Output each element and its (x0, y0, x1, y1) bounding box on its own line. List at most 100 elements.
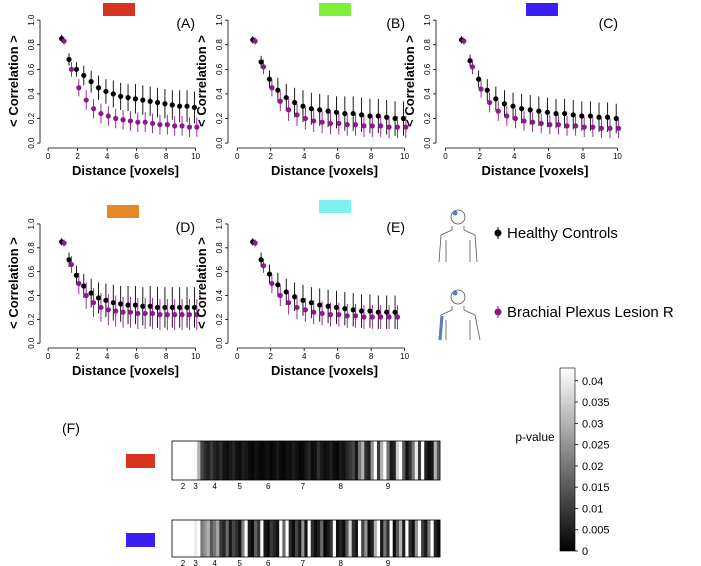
point (118, 93, 124, 99)
heat-cell (235, 520, 239, 557)
strip-frame (171, 440, 441, 481)
x-tick-label: 2 (75, 152, 80, 161)
heat-cell (417, 520, 422, 557)
heat-cell (424, 520, 428, 557)
point (467, 58, 473, 64)
y-tick-label: 1.0 (215, 218, 224, 230)
heat-cell (351, 520, 356, 557)
point (95, 85, 102, 91)
heat-cell (386, 520, 390, 557)
point (555, 122, 562, 128)
heat-cell (335, 520, 340, 557)
point (361, 123, 367, 129)
heat-cell (389, 520, 394, 557)
row-color-key (126, 533, 155, 547)
point (169, 102, 175, 108)
colorbar-tick-label: 0 (582, 546, 588, 558)
y-tick-label: 0.8 (215, 242, 224, 254)
heat-cell (411, 520, 416, 557)
heat-cell (291, 441, 296, 480)
x-tick-label: 4 (105, 352, 110, 361)
point (547, 122, 553, 128)
heat-cell (392, 520, 397, 557)
heat-cell (190, 520, 195, 557)
heat-cell (203, 441, 207, 480)
point (118, 301, 124, 307)
heat-cell (257, 520, 261, 557)
heat-cell (301, 441, 305, 480)
point (384, 114, 390, 120)
heat-cell (276, 520, 280, 557)
heat-cell (342, 520, 346, 557)
point (607, 125, 613, 131)
y-tick-label: 0.6 (27, 266, 36, 278)
point (353, 122, 359, 128)
heat-cell (345, 441, 349, 480)
point (469, 64, 476, 70)
point (191, 104, 198, 111)
heat-cell (222, 441, 226, 480)
heat-cell (235, 441, 239, 480)
point (375, 113, 381, 119)
point (266, 76, 273, 82)
heat-cell (370, 441, 375, 480)
x-axis-title: Distance [voxels] (271, 363, 378, 378)
heat-cell (212, 520, 217, 557)
y-tick-label: 0.2 (215, 313, 224, 325)
point (378, 314, 384, 320)
panel-color-key (103, 3, 135, 16)
legend-marker (494, 308, 502, 316)
heat-cell (345, 520, 349, 557)
x-tick-label: 0 (235, 352, 240, 361)
heat-cell (276, 441, 280, 480)
point (76, 280, 82, 287)
x-tick-label: 8 (338, 482, 343, 491)
point (344, 122, 350, 128)
heat-cell (405, 520, 409, 557)
heat-cell (389, 441, 394, 480)
heat-cell (351, 441, 356, 480)
y-tick-label: 0.8 (423, 39, 432, 51)
x-tick-label: 8 (369, 152, 374, 161)
point (300, 297, 306, 303)
y-tick-label: 0.8 (27, 242, 36, 254)
point (361, 314, 367, 320)
point (478, 86, 484, 92)
heat-cell (178, 520, 182, 557)
point (493, 96, 499, 102)
point (73, 66, 80, 72)
heat-cell (414, 520, 419, 557)
heat-cell (178, 441, 182, 480)
point (127, 118, 134, 124)
heat-cell (383, 441, 387, 480)
x-tick-label: 4 (212, 482, 217, 491)
panel-title: (E) (386, 219, 405, 235)
point (317, 302, 323, 308)
point (386, 314, 392, 320)
y-tick-label: 0.6 (27, 63, 36, 75)
point (269, 85, 275, 91)
heat-cell (294, 441, 299, 480)
heat-cell (250, 520, 255, 557)
heat-cell (187, 520, 192, 557)
point (277, 98, 283, 104)
y-tick-label: 0.8 (27, 39, 36, 51)
legend-label: Brachial Plexus Lesion R (507, 304, 674, 321)
x-tick-label: 10 (400, 352, 409, 361)
heat-cell (197, 520, 201, 557)
x-tick-label: 8 (164, 352, 169, 361)
point (510, 103, 516, 109)
x-tick-label: 6 (546, 152, 551, 161)
point (336, 120, 342, 127)
heat-cell (175, 520, 179, 557)
x-tick-label: 6 (266, 482, 271, 491)
panel-title: (A) (176, 15, 195, 31)
heat-cell (332, 520, 337, 557)
point (369, 314, 375, 320)
point (512, 115, 519, 122)
point (184, 304, 190, 311)
point (564, 123, 570, 129)
y-tick-label: 0.2 (423, 112, 432, 124)
point (461, 38, 467, 44)
x-tick-label: 0 (443, 152, 448, 161)
